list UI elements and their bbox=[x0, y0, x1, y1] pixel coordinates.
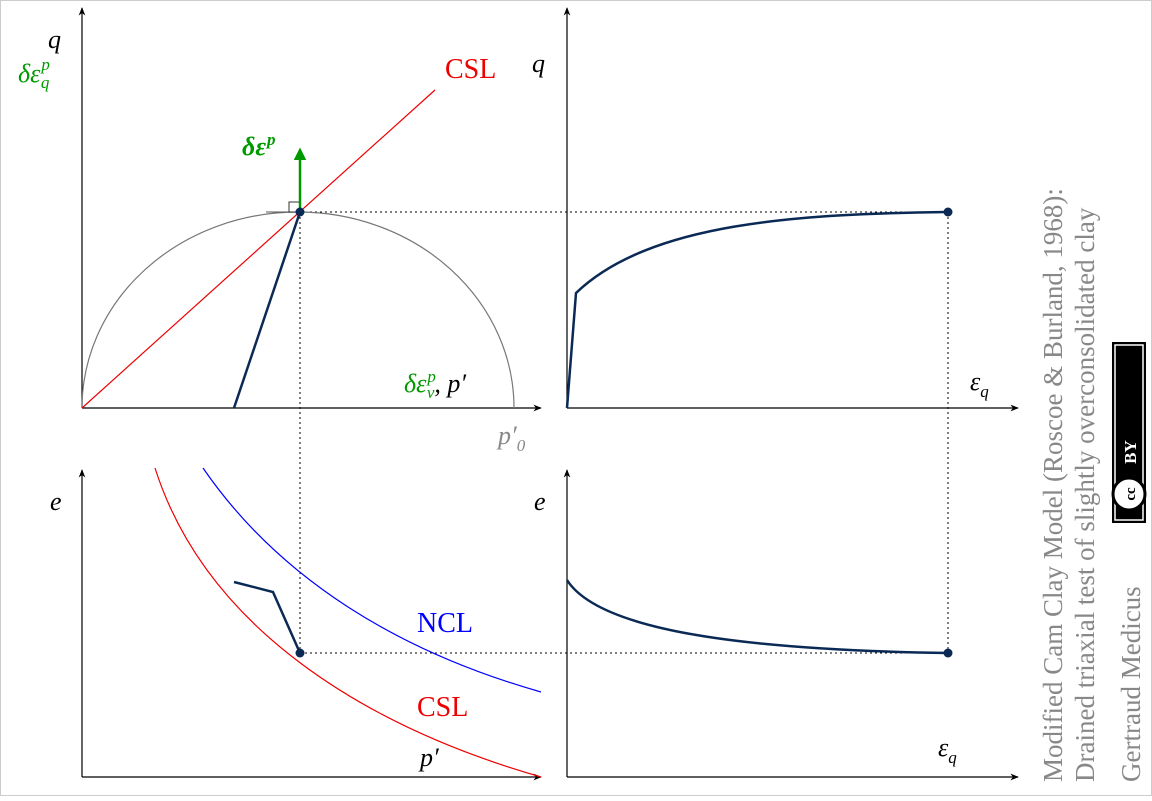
axis-label: q bbox=[48, 25, 61, 54]
subscript: q bbox=[948, 748, 957, 767]
labels: q δεp q CSL δεp δεp v, p′ p′0 q εq e NCL C… bbox=[18, 25, 989, 772]
axes bbox=[78, 7, 1019, 781]
axis-label: εq bbox=[970, 367, 989, 401]
cc-text: cc bbox=[1123, 487, 1139, 501]
state-point bbox=[295, 648, 305, 658]
by-text: BY bbox=[1121, 440, 1140, 464]
axis-label: e bbox=[534, 487, 546, 516]
superscript: p bbox=[265, 130, 276, 149]
ncl-curve bbox=[202, 467, 542, 693]
rest: , p′ bbox=[434, 369, 466, 398]
state-point bbox=[943, 648, 953, 658]
superscript: p bbox=[426, 367, 436, 386]
caption-subtitle: Drained triaxial test of slightly overco… bbox=[1070, 207, 1100, 782]
shear-curve bbox=[565, 210, 949, 409]
p0-label: p′0 bbox=[496, 421, 526, 455]
symbol: p′ bbox=[496, 421, 517, 450]
csl-label: CSL bbox=[417, 692, 468, 723]
subscript: 0 bbox=[517, 436, 526, 455]
increment-label: δεp bbox=[242, 130, 275, 161]
axis-label: e bbox=[50, 487, 62, 516]
symbol: δε bbox=[404, 369, 427, 398]
csl-line bbox=[81, 89, 436, 409]
compression-path bbox=[233, 580, 302, 654]
axis-label: εq bbox=[938, 733, 957, 767]
ncl-label: NCL bbox=[417, 608, 473, 639]
badge-panel bbox=[1117, 347, 1141, 443]
symbol: δε bbox=[242, 132, 266, 161]
subscript: v bbox=[427, 383, 435, 402]
csl-label: CSL bbox=[445, 54, 496, 85]
symbol: ε bbox=[938, 733, 949, 762]
void-curve bbox=[565, 579, 949, 655]
axis-label: δεp v, p′ bbox=[404, 367, 466, 402]
axis-label: δεp q bbox=[18, 55, 50, 92]
csl-curve bbox=[154, 467, 542, 778]
symbol: δε bbox=[18, 59, 41, 88]
stress-path bbox=[232, 211, 302, 409]
symbol: ε bbox=[970, 367, 981, 396]
axis-label: q bbox=[532, 49, 545, 78]
guides bbox=[299, 211, 949, 654]
subscript: q bbox=[41, 73, 50, 92]
state-point bbox=[295, 207, 305, 217]
points bbox=[295, 207, 953, 658]
caption-author: Gertraud Medicus bbox=[1116, 586, 1146, 782]
caption: Modified Cam Clay Model (Roscoe & Burlan… bbox=[1038, 188, 1146, 782]
superscript: p bbox=[40, 55, 50, 74]
caption-title: Modified Cam Clay Model (Roscoe & Burlan… bbox=[1038, 188, 1068, 782]
state-point bbox=[943, 207, 953, 217]
subscript: q bbox=[980, 382, 989, 401]
cc-circle bbox=[1111, 476, 1147, 512]
license-badge: cc BY bbox=[1111, 342, 1147, 523]
badge-border bbox=[1114, 344, 1144, 521]
axis-label: p′ bbox=[418, 743, 439, 772]
